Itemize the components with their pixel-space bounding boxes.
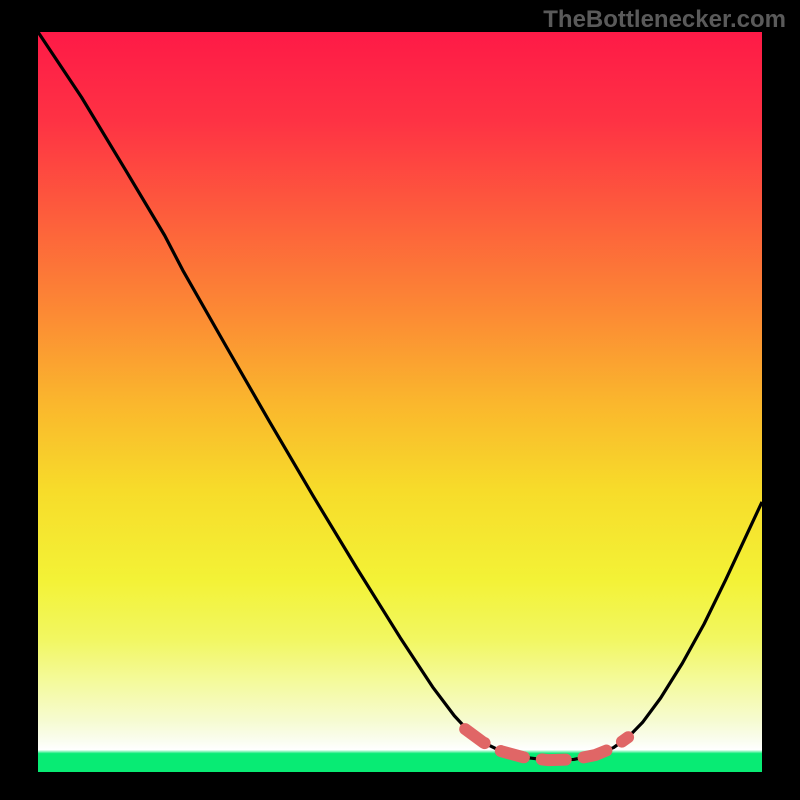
plot-background xyxy=(38,32,762,772)
plot-area xyxy=(38,32,762,772)
chart-container: TheBottlenecker.com xyxy=(0,0,800,800)
plot-svg xyxy=(38,32,762,772)
watermark-text: TheBottlenecker.com xyxy=(543,6,786,34)
